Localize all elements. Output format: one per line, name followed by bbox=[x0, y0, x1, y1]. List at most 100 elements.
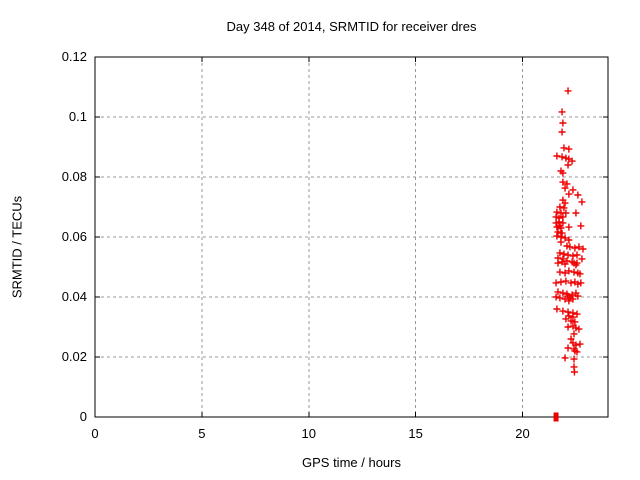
data-point-marker bbox=[553, 223, 561, 231]
data-point-marker bbox=[567, 317, 575, 325]
data-point-marker bbox=[554, 259, 562, 267]
data-point-marker bbox=[572, 261, 580, 269]
data-point-marker bbox=[567, 335, 575, 343]
data-point-marker bbox=[558, 153, 566, 161]
data-point-marker bbox=[559, 178, 567, 186]
data-point-marker bbox=[572, 209, 580, 217]
data-point-marker bbox=[565, 145, 573, 153]
data-point-marker bbox=[558, 128, 566, 136]
y-tick-label: 0.12 bbox=[62, 49, 87, 64]
zero-point-marker bbox=[553, 412, 559, 422]
data-point-marker bbox=[576, 340, 584, 348]
data-point-marker bbox=[577, 279, 585, 287]
data-point-marker bbox=[554, 228, 562, 236]
data-point-marker bbox=[574, 191, 582, 199]
y-tick-label: 0.04 bbox=[62, 289, 87, 304]
chart-title: Day 348 of 2014, SRMTID for receiver dre… bbox=[226, 19, 477, 34]
data-point-marker bbox=[556, 249, 564, 257]
data-point-marker bbox=[571, 318, 579, 326]
y-tick-label: 0.1 bbox=[69, 109, 87, 124]
data-point-marker bbox=[561, 269, 569, 277]
data-point-marker bbox=[564, 251, 572, 259]
data-point-marker bbox=[562, 315, 570, 323]
data-point-marker bbox=[570, 368, 578, 376]
data-point-marker bbox=[559, 289, 567, 297]
data-point-marker bbox=[565, 236, 573, 244]
data-point-marker bbox=[567, 279, 575, 287]
data-point-marker bbox=[565, 223, 573, 231]
data-point-marker bbox=[571, 244, 579, 252]
data-point-marker bbox=[559, 213, 567, 221]
data-point-marker bbox=[552, 293, 560, 301]
data-point-marker bbox=[565, 267, 573, 275]
data-point-marker bbox=[556, 268, 564, 276]
data-point-marker bbox=[564, 308, 572, 316]
x-tick-label: 10 bbox=[302, 426, 316, 441]
data-point-marker bbox=[561, 260, 569, 268]
data-point-marker bbox=[570, 268, 578, 276]
data-point-marker bbox=[562, 277, 570, 285]
data-point-marker bbox=[578, 198, 586, 206]
data-point-marker bbox=[577, 222, 585, 230]
data-point-marker bbox=[559, 169, 567, 177]
data-point-marker bbox=[561, 354, 569, 362]
data-point-marker bbox=[562, 209, 570, 217]
data-point-marker bbox=[564, 161, 572, 169]
data-point-marker bbox=[557, 224, 565, 232]
data-point-marker bbox=[575, 243, 583, 251]
data-point-marker bbox=[560, 250, 568, 258]
data-point-marker bbox=[564, 323, 572, 331]
data-point-marker bbox=[560, 204, 568, 212]
x-tick-label: 15 bbox=[408, 426, 422, 441]
x-axis-label: GPS time / hours bbox=[302, 455, 401, 470]
y-tick-label: 0.06 bbox=[62, 229, 87, 244]
data-point-marker bbox=[553, 208, 561, 216]
data-point-marker bbox=[552, 279, 560, 287]
x-tick-label: 20 bbox=[515, 426, 529, 441]
data-point-marker bbox=[558, 229, 566, 237]
data-point-marker bbox=[569, 186, 577, 194]
data-point-marker bbox=[576, 270, 584, 278]
data-point-marker bbox=[560, 144, 568, 152]
data-point-marker bbox=[563, 180, 571, 188]
x-tick-label: 5 bbox=[198, 426, 205, 441]
data-point-marker bbox=[570, 330, 578, 338]
data-point-marker bbox=[553, 232, 561, 240]
data-point-marker bbox=[559, 307, 567, 315]
data-point-marker bbox=[557, 238, 565, 246]
y-tick-label: 0.08 bbox=[62, 169, 87, 184]
data-point-marker bbox=[561, 184, 569, 192]
data-point-marker bbox=[566, 243, 574, 251]
data-point-marker bbox=[564, 344, 572, 352]
data-point-marker bbox=[573, 251, 581, 259]
data-point-marker bbox=[561, 234, 569, 242]
data-point-marker bbox=[573, 348, 581, 356]
data-point-marker bbox=[569, 252, 577, 260]
data-point-marker bbox=[573, 310, 581, 318]
x-tick-label: 0 bbox=[91, 426, 98, 441]
plot-frame bbox=[94, 56, 609, 418]
data-point-marker bbox=[556, 294, 564, 302]
data-point-marker bbox=[557, 278, 565, 286]
data-point-marker bbox=[568, 157, 576, 165]
data-point-marker bbox=[556, 203, 564, 211]
y-tick-label: 0.02 bbox=[62, 349, 87, 364]
data-point-marker bbox=[569, 313, 577, 321]
data-point-marker bbox=[575, 325, 583, 333]
data-point-marker bbox=[579, 245, 587, 253]
data-point-marker bbox=[572, 341, 580, 349]
data-point-marker bbox=[561, 199, 569, 207]
y-tick-label: 0 bbox=[80, 409, 87, 424]
data-point-marker bbox=[558, 108, 566, 116]
data-point-marker bbox=[570, 355, 578, 363]
data-point-marker bbox=[552, 219, 560, 227]
y-axis-label-text: SRMTID / TECUs bbox=[9, 195, 25, 299]
data-point-marker bbox=[566, 294, 574, 302]
data-point-marker bbox=[554, 288, 562, 296]
data-point-marker bbox=[559, 119, 567, 127]
data-point-marker bbox=[578, 255, 586, 263]
data-point-marker bbox=[553, 305, 561, 313]
data-point-marker bbox=[564, 87, 572, 95]
